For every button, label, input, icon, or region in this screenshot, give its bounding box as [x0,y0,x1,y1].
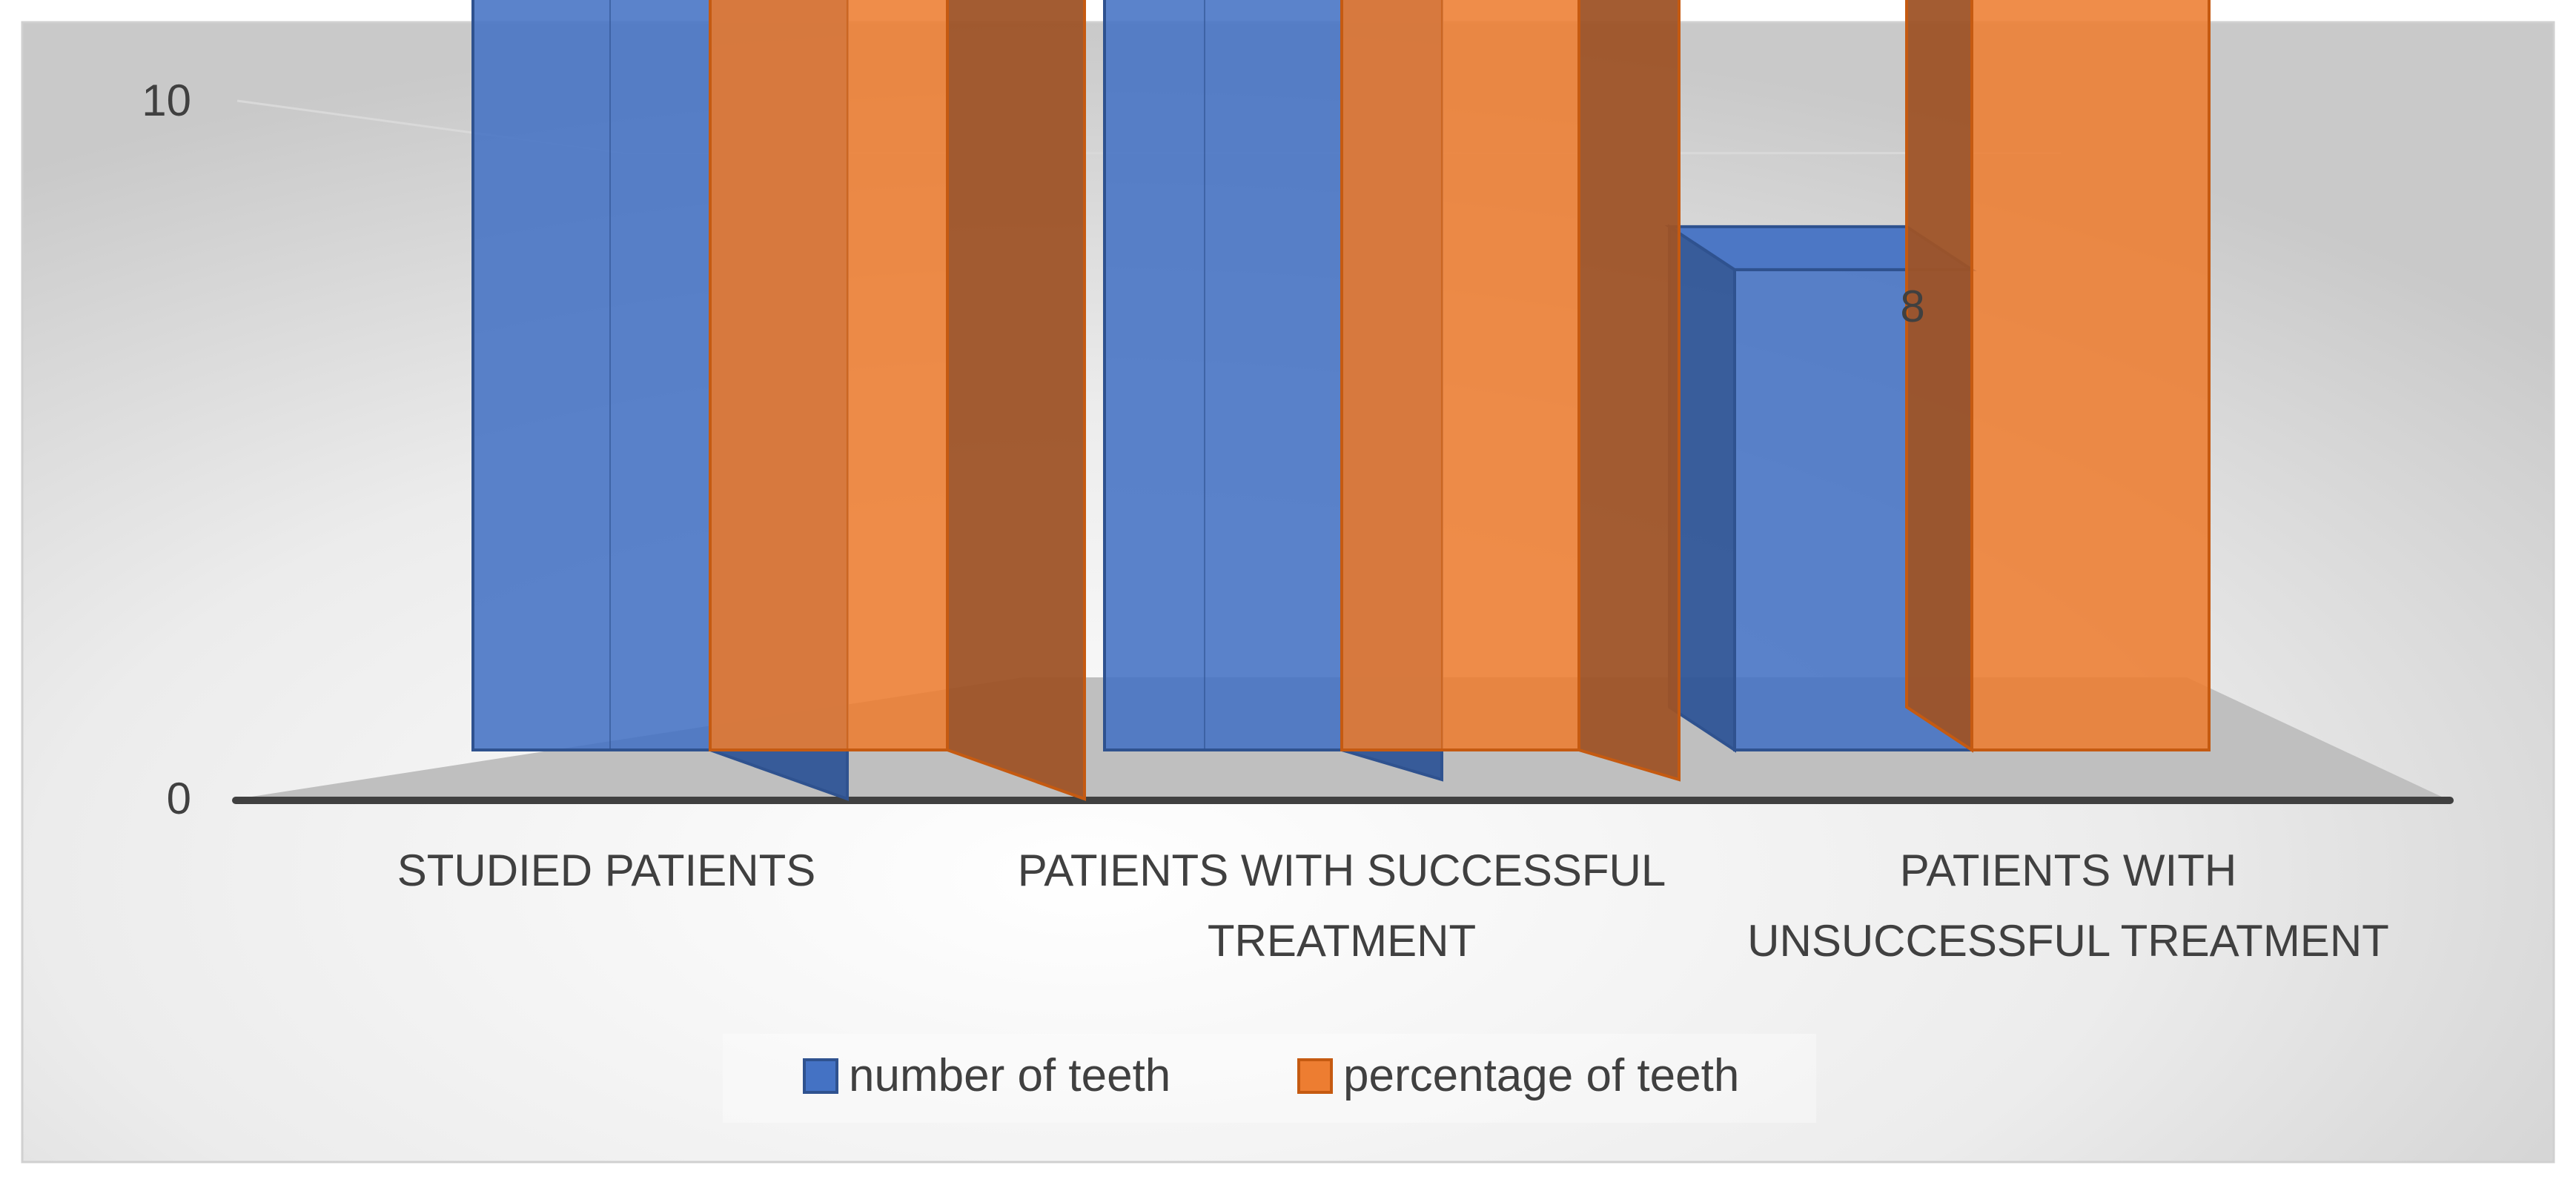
y-tick-label: 0 [167,774,191,823]
category-label: PATIENTS WITH [1900,846,2236,895]
legend-swatch-percentage [1297,1058,1333,1094]
legend-swatch-number [803,1058,838,1094]
category-label: PATIENTS WITH SUCCESSFUL [1018,846,1666,895]
legend-background [723,1034,1816,1123]
category-label: TREATMENT [1208,916,1476,966]
category-label: UNSUCCESSFUL TREATMENT [1747,916,2389,966]
legend-label: percentage of teeth [1343,1050,1739,1101]
bar-percentage-2 [1905,0,2211,753]
bar-number-1-front-face [1103,0,1343,751]
data-label: 8 [1900,282,1924,331]
bar-percentage-1-side-face [1577,0,1681,782]
legend-label: number of teeth [849,1050,1171,1101]
bar-number-0-front-face [471,0,712,751]
bar-percentage-0-front-face [709,0,949,751]
bar-percentage-1 [1340,0,1681,782]
y-tick-label: 10 [142,76,191,125]
bar-percentage-2-left-face [1905,0,1973,753]
bar-percentage-0-side-face [946,0,1086,801]
bar-percentage-0 [709,0,1086,801]
bar-percentage-1-front-face [1340,0,1580,751]
bar-percentage-2-front-face [1970,0,2211,751]
category-label: STUDIED PATIENTS [397,846,816,895]
